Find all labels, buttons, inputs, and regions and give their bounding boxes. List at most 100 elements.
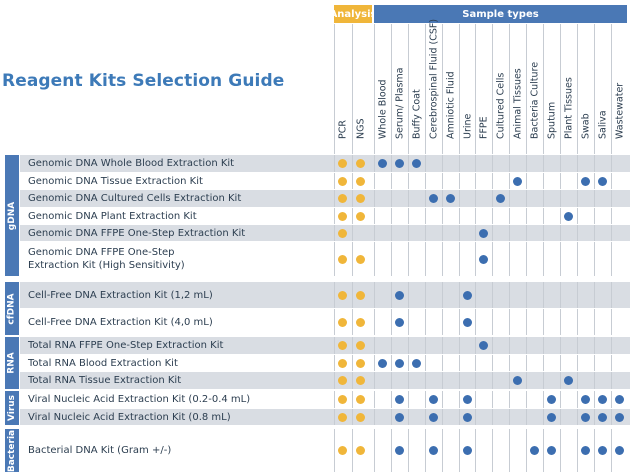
- availability-dot-buffy-coat: [412, 358, 421, 368]
- availability-dot-urine: [463, 446, 472, 455]
- cell-divider: [475, 309, 476, 335]
- cell-divider: [408, 355, 409, 371]
- cell-divider: [594, 282, 595, 308]
- column-header-ngs: NGS: [352, 24, 369, 154]
- cell-divider: [442, 208, 443, 224]
- availability-dot-pcr: [338, 412, 347, 422]
- availability-dot-swab: [581, 446, 590, 455]
- cell-divider: [391, 242, 392, 276]
- availability-dot-pcr: [338, 290, 347, 300]
- cell-divider: [594, 173, 595, 189]
- availability-dot-pcr: [338, 194, 347, 203]
- availability-dot-ngs: [356, 290, 365, 300]
- cell-divider: [475, 225, 476, 241]
- cell-divider: [560, 242, 561, 276]
- cell-divider: [408, 190, 409, 207]
- cell-divider: [577, 309, 578, 335]
- cell-divider: [334, 242, 335, 276]
- cell-divider: [459, 355, 460, 371]
- availability-dot-pcr: [338, 446, 347, 455]
- group-label-text: Bacteria: [7, 429, 17, 472]
- availability-dot-serum-plasma: [395, 290, 404, 300]
- cell-divider: [334, 173, 335, 189]
- cell-divider: [442, 337, 443, 354]
- cell-divider: [526, 155, 527, 172]
- availability-dot-ngs: [356, 412, 365, 422]
- cell-divider: [611, 409, 612, 425]
- cell-divider: [611, 282, 612, 308]
- availability-dot-serum-plasma: [395, 395, 404, 404]
- cell-divider: [509, 155, 510, 172]
- column-header-bacteria-culture: Bacteria Culture: [526, 24, 543, 154]
- cell-divider: [391, 355, 392, 371]
- column-header-urine: Urine: [459, 24, 476, 154]
- cell-divider: [509, 391, 510, 408]
- cell-divider: [594, 190, 595, 207]
- group-label-text: Virus: [7, 394, 18, 422]
- cell-divider: [408, 155, 409, 172]
- cell-divider: [475, 208, 476, 224]
- cell-divider: [577, 155, 578, 172]
- cell-divider: [492, 225, 493, 241]
- cell-divider: [475, 282, 476, 308]
- column-header-label: Buffy Coat: [411, 89, 423, 139]
- table-row: Total RNA FFPE One-Step Extraction Kit: [20, 337, 630, 355]
- cell-divider: [577, 190, 578, 207]
- table-row: Genomic DNA FFPE One-Step Extraction Kit…: [20, 242, 630, 277]
- cell-divider: [594, 225, 595, 241]
- availability-dot-saliva: [598, 446, 607, 455]
- cell-divider: [509, 282, 510, 308]
- cell-divider: [334, 372, 335, 389]
- group-label-cfdna: cfDNA: [5, 282, 19, 335]
- cell-divider: [543, 225, 544, 241]
- cell-divider: [425, 337, 426, 354]
- availability-dot-plant-tissues: [564, 376, 573, 385]
- availability-dot-pcr: [338, 358, 347, 368]
- cell-divider: [408, 309, 409, 335]
- cell-divider: [543, 309, 544, 335]
- cell-divider: [560, 208, 561, 224]
- availability-dot-serum-plasma: [395, 358, 404, 368]
- kit-name: Viral Nucleic Acid Extraction Kit (0.2-0…: [28, 394, 251, 405]
- cell-divider: [594, 372, 595, 389]
- cell-divider: [459, 208, 460, 224]
- availability-dot-ngs: [356, 211, 365, 221]
- availability-dot-whole-blood: [378, 358, 387, 368]
- cell-divider: [509, 225, 510, 241]
- cell-divider: [526, 355, 527, 371]
- cell-divider: [442, 409, 443, 425]
- table-row: Genomic DNA Tissue Extraction Kit: [20, 173, 630, 190]
- cell-divider: [408, 372, 409, 389]
- cell-divider: [492, 173, 493, 189]
- cell-divider: [509, 355, 510, 371]
- cell-divider: [577, 409, 578, 425]
- cell-divider: [442, 190, 443, 207]
- cell-divider: [442, 173, 443, 189]
- group-label-gdna: gDNA: [5, 155, 19, 276]
- cell-divider: [577, 355, 578, 371]
- cell-divider: [543, 208, 544, 224]
- cell-divider: [425, 173, 426, 189]
- analysis-header: Analysis: [330, 5, 376, 23]
- availability-dot-ngs: [356, 159, 365, 168]
- cell-divider: [334, 355, 335, 371]
- availability-dot-cerebrospinal-fluid-csf: [429, 194, 438, 203]
- group-label-rna: RNA: [5, 337, 19, 389]
- cell-divider: [391, 282, 392, 308]
- page-title: Reagent Kits Selection Guide: [2, 71, 285, 91]
- cell-divider: [509, 242, 510, 276]
- availability-dot-urine: [463, 317, 472, 327]
- cell-divider: [374, 242, 375, 276]
- column-header-label: Cerebrospinal Fluid (CSF): [428, 18, 440, 139]
- cell-divider: [577, 337, 578, 354]
- column-header-cerebrospinal-fluid-csf: Cerebrospinal Fluid (CSF): [425, 19, 442, 154]
- table-row: Total RNA Blood Extraction Kit: [20, 355, 630, 372]
- cell-divider: [352, 372, 353, 389]
- cell-divider: [611, 155, 612, 172]
- cell-divider: [492, 242, 493, 276]
- cell-divider: [374, 391, 375, 408]
- availability-dot-plant-tissues: [564, 211, 573, 221]
- cell-divider: [543, 242, 544, 276]
- cell-divider: [594, 409, 595, 425]
- availability-dot-ffpe: [479, 341, 488, 350]
